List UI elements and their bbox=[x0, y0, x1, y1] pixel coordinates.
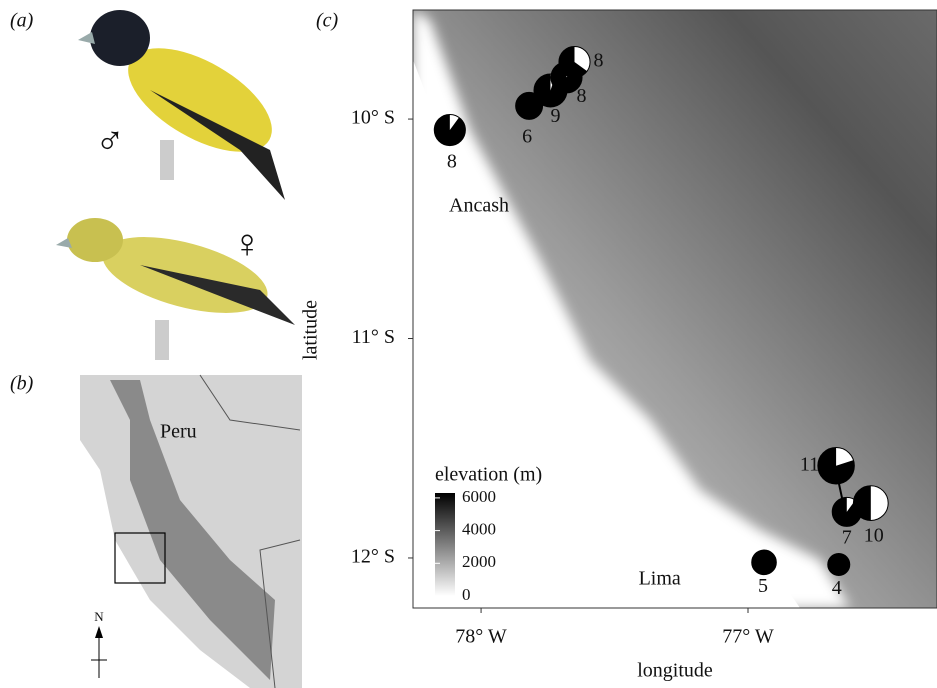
sample-size-label: 8 bbox=[447, 151, 457, 173]
sample-size-label: 9 bbox=[550, 105, 560, 127]
male-bird bbox=[78, 10, 288, 200]
place-label: Lima bbox=[639, 568, 681, 590]
sample-size-label: 10 bbox=[864, 525, 884, 547]
y-tick-label: 10° S bbox=[351, 107, 395, 129]
sample-size-label: 11 bbox=[800, 453, 819, 475]
figure: (a) ♂ ♀ (b) Peru N (c) latitude bbox=[0, 0, 937, 688]
female-symbol: ♀ bbox=[232, 221, 262, 266]
x-axis-label: longitude bbox=[637, 660, 713, 682]
x-tick-label: 77° W bbox=[722, 626, 774, 648]
country-label: Peru bbox=[160, 421, 197, 443]
y-tick-label: 11° S bbox=[352, 326, 395, 348]
colorbar bbox=[435, 493, 455, 596]
sample-size-label: 6 bbox=[522, 125, 532, 147]
x-tick-label: 78° W bbox=[455, 626, 507, 648]
sample-size-label: 8 bbox=[576, 85, 586, 107]
y-axis-label: latitude bbox=[300, 300, 322, 360]
sample-size-label: 4 bbox=[832, 577, 842, 599]
colorbar-tick-label: 2000 bbox=[462, 552, 496, 571]
north-label: N bbox=[94, 609, 104, 624]
sample-size-label: 8 bbox=[593, 50, 603, 72]
pie-wedge bbox=[828, 554, 850, 576]
sample-size-label: 7 bbox=[842, 526, 852, 548]
panel-label: (b) bbox=[10, 373, 34, 395]
place-label: Ancash bbox=[449, 194, 509, 216]
panel-label: (a) bbox=[10, 10, 34, 32]
panel-label: (c) bbox=[316, 10, 339, 32]
y-tick-label: 12° S bbox=[351, 546, 395, 568]
colorbar-tick-label: 4000 bbox=[462, 520, 496, 539]
sample-size-label: 5 bbox=[758, 575, 768, 597]
colorbar-tick-label: 6000 bbox=[462, 487, 496, 506]
legend-title: elevation (m) bbox=[435, 464, 542, 486]
colorbar-tick-label: 0 bbox=[462, 585, 471, 604]
pie-wedge bbox=[752, 550, 777, 575]
male-symbol: ♂ bbox=[95, 118, 125, 163]
